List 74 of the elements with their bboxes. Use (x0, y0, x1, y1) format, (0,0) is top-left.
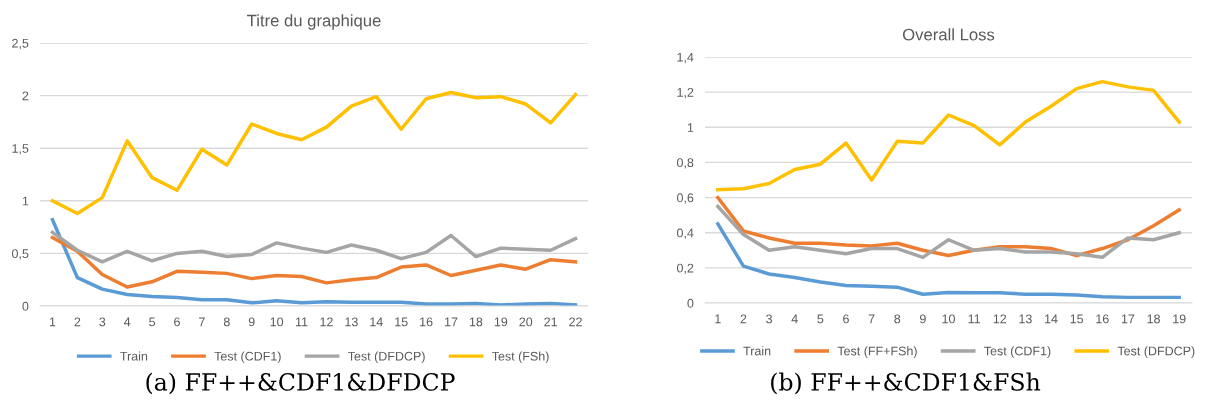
x-tick-label: 3 (766, 314, 773, 324)
y-tick-label: 1,4 (677, 52, 694, 64)
text: (a) FF++&CDF1&DFDCP (146, 372, 455, 395)
x-tick-label: 20 (519, 317, 533, 327)
y-tick-label: 1,2 (677, 87, 694, 99)
line-series (50, 218, 578, 306)
line-series (50, 90, 578, 216)
x-tick-label: 16 (1096, 314, 1109, 324)
text: (b) FF++&CDF1&FSh (771, 372, 1041, 395)
x-tick-label: 12 (320, 317, 333, 327)
y-tick-label: 0,6 (677, 193, 694, 204)
x-tick-label: 14 (370, 317, 383, 327)
y-tick-label: 1 (687, 123, 694, 132)
x-tick-label: 7 (868, 314, 875, 324)
x-tick-label: 2 (740, 314, 747, 324)
x-tick-label: 21 (544, 317, 557, 327)
x-tick-label: 12 (993, 314, 1007, 324)
x-tick-label: 6 (174, 317, 180, 327)
legend-label: Train (120, 351, 148, 361)
x-tick-label: 18 (1147, 314, 1160, 324)
x-tick-label: 19 (494, 317, 508, 327)
x-tick-label: 16 (420, 317, 433, 327)
x-tick-label: 11 (968, 314, 981, 324)
x-tick-label: 11 (296, 317, 308, 327)
y-tick-label: 0,8 (677, 158, 694, 169)
line-series (50, 230, 578, 264)
x-tick-label: 4 (123, 317, 131, 327)
x-tick-label: 10 (270, 317, 284, 327)
y-tick-label: 0,4 (677, 228, 694, 239)
y-tick-label: 2,5 (12, 38, 29, 50)
chart-title: Titre du graphique (247, 14, 381, 30)
x-tick-label: 4 (791, 314, 798, 324)
legend-label: Train (743, 346, 771, 356)
x-tick-label: 6 (843, 314, 849, 324)
x-tick-label: 19 (1173, 314, 1186, 324)
y-tick-label: 0,5 (12, 249, 29, 260)
y-tick-label: 1,5 (12, 144, 29, 155)
x-tick-label: 17 (1121, 314, 1135, 324)
x-tick-label: 13 (1019, 314, 1032, 324)
x-tick-label: 14 (1045, 314, 1058, 324)
x-tick-label: 5 (149, 317, 156, 327)
y-tick-label: 1 (22, 196, 29, 206)
x-tick-label: 18 (469, 317, 483, 327)
x-tick-label: 9 (248, 317, 255, 327)
y-tick-label: 0 (687, 298, 694, 308)
legend-label: Test (CDF1) (984, 346, 1051, 358)
legend-label: Test (FF+FSh) (837, 346, 917, 358)
y-tick-label: 2 (22, 91, 29, 101)
legend-label: Test (DFDCP) (348, 351, 425, 364)
legend-label: Test (DFDCP) (1117, 346, 1195, 358)
x-tick-label: 5 (817, 314, 824, 324)
x-tick-label: 8 (894, 314, 901, 324)
x-tick-label: 7 (199, 317, 205, 327)
x-tick-label: 1 (49, 317, 56, 327)
x-tick-label: 9 (919, 314, 926, 324)
x-tick-label: 15 (1070, 314, 1084, 324)
x-tick-label: 15 (395, 317, 408, 327)
x-tick-label: 2 (74, 317, 81, 327)
x-tick-label: 22 (569, 317, 582, 327)
legend-label: Test (FSh) (492, 351, 549, 364)
line-series (716, 222, 1181, 300)
legend-label: Test (CDF1) (214, 351, 281, 364)
line-series (716, 79, 1181, 192)
x-tick-label: 17 (445, 317, 458, 327)
y-tick-label: 0,2 (677, 263, 694, 274)
chart-title: Overall Loss (902, 28, 995, 41)
line-series (716, 204, 1181, 260)
x-tick-label: 10 (942, 314, 955, 324)
y-tick-label: 0 (22, 301, 29, 311)
line-series (50, 235, 578, 289)
x-tick-label: 1 (715, 314, 721, 324)
x-tick-label: 3 (99, 317, 106, 327)
x-tick-label: 13 (345, 317, 358, 327)
x-tick-label: 8 (223, 317, 230, 327)
